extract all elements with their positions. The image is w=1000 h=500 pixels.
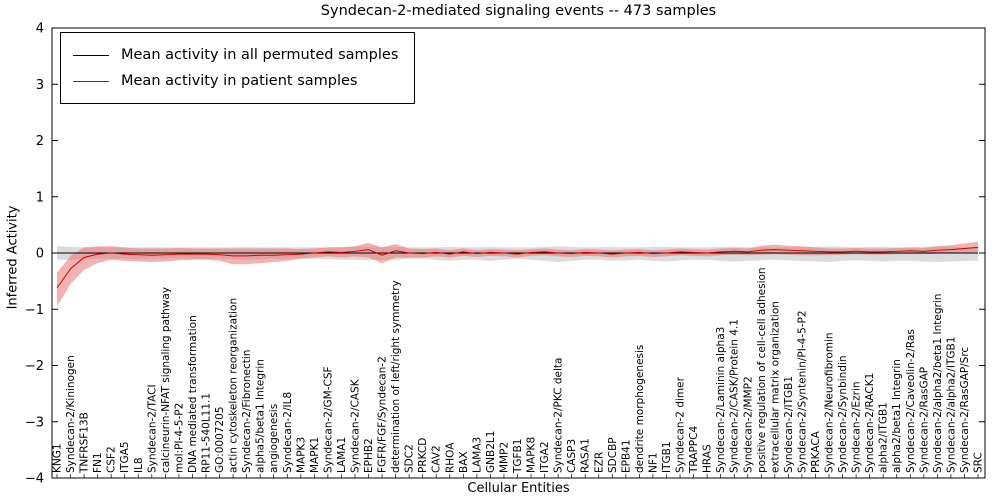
x-tick-label: FN1 <box>92 452 104 473</box>
x-tick-label: GNB2L1 <box>485 431 497 473</box>
x-tick-label: LAMA3 <box>471 437 483 473</box>
x-tick-label: ITGB1 <box>661 441 673 473</box>
legend-entry-patient: Mean activity in patient samples <box>73 68 398 94</box>
x-tick-label: SRC <box>973 452 985 473</box>
permuted-line-swatch <box>73 54 109 56</box>
x-tick-label: HRAS <box>702 444 714 473</box>
x-tick-label: MMP2 <box>498 442 510 473</box>
x-tick-label: alpha2/ITGB1 <box>878 402 890 473</box>
x-tick-label: alpha2/beta1 Integrin <box>891 359 903 473</box>
x-tick-label: Syndecan-2/RasGAP <box>918 367 930 473</box>
x-tick-label: FGFR/FGF/Syndecan-2 <box>377 356 389 473</box>
x-axis-label: Cellular Entities <box>467 481 570 496</box>
y-tick-label: 3 <box>36 78 44 93</box>
legend-entry-permuted: Mean activity in all permuted samples <box>73 42 398 68</box>
x-tick-label: Syndecan-2 dimer <box>675 376 687 473</box>
x-tick-label: EPHB2 <box>363 438 375 473</box>
x-tick-label: Syndecan-2/Neurofibromin <box>824 332 836 473</box>
x-tick-label: TNFRSF13B <box>79 412 91 474</box>
x-tick-label: Syndecan-2/Synbindin <box>837 355 849 473</box>
x-tick-label: EZR <box>593 452 605 473</box>
x-tick-label: TRAPPC4 <box>688 426 700 474</box>
x-tick-label: DNA mediated transformation <box>187 315 199 473</box>
x-tick-label: dendrite morphogenesis <box>634 345 646 473</box>
y-tick-label: 1 <box>36 190 44 205</box>
legend: Mean activity in all permuted samples Me… <box>60 32 416 104</box>
x-tick-label: Syndecan-2/Syntenin/PI-4-5-P2 <box>796 310 808 473</box>
patient-mean-line <box>56 246 979 289</box>
x-tick-label: Syndecan-2/alpha2/ITGB1 <box>945 337 957 473</box>
x-tick-label: MAPK8 <box>526 437 538 473</box>
patient-band <box>57 241 978 307</box>
x-tick-label: TGFB1 <box>512 439 524 474</box>
y-tick-label: −2 <box>25 359 44 374</box>
x-tick-label: MAPK1 <box>309 437 321 473</box>
x-tick-label: Syndecan-2/RACK1 <box>864 373 876 473</box>
y-tick-label: 4 <box>36 22 44 37</box>
x-tick-label: ITGA2 <box>539 441 551 473</box>
chart-title: Syndecan-2-mediated signaling events -- … <box>320 3 717 19</box>
x-tick-label: Syndecan-2/Ezrin <box>851 381 863 473</box>
patient-line-swatch <box>73 80 109 82</box>
x-tick-label: IL8 <box>133 457 145 473</box>
legend-label-permuted: Mean activity in all permuted samples <box>121 47 399 63</box>
x-tick-labels: KNG1 Syndecan-2/Kininogen TNFRSF13B FN1 CSF2… <box>52 267 985 474</box>
mean-lines <box>56 246 979 289</box>
x-tick-label: Syndecan-2/Laminin alpha3 <box>715 327 727 473</box>
x-tick-label: mol:PI-4-5-P2 <box>173 403 185 473</box>
x-tick-label: alpha5/beta1 Integrin <box>255 359 267 473</box>
x-tick-label: KNG1 <box>52 443 64 473</box>
x-tick-label: SDCBP <box>607 437 619 473</box>
x-tick-label: positive regulation of cell-cell adhesio… <box>756 267 768 473</box>
x-tick-label: RHOA <box>444 442 456 473</box>
y-axis-label: Inferred Activity <box>5 205 21 310</box>
x-axis-ticks <box>56 474 979 478</box>
x-tick-label: Syndecan-2/MMP2 <box>742 376 754 473</box>
y-tick-label: 0 <box>36 247 44 262</box>
x-tick-label: calcineurin-NFAT signaling pathway <box>160 287 172 473</box>
x-tick-label: Syndecan-2/Fibronectin <box>241 350 253 473</box>
x-tick-label: SDC2 <box>404 444 416 473</box>
x-tick-label: Syndecan-2/GM-CSF <box>322 366 334 473</box>
x-tick-label: BAX <box>458 451 470 473</box>
y-tick-label: −1 <box>25 303 44 318</box>
x-tick-label: RP11-540L11.1 <box>200 393 212 473</box>
x-tick-label: MAPK3 <box>295 437 307 473</box>
x-tick-label: Syndecan-2/Kininogen <box>65 355 77 473</box>
x-tick-label: extracellular matrix organization <box>769 301 781 473</box>
x-tick-label: determination of left/right symmetry <box>390 280 402 473</box>
x-tick-label: actin cytoskeleton reorganization <box>228 298 240 473</box>
x-tick-label: Syndecan-2/ITGB1 <box>783 376 795 473</box>
x-tick-label: RASA1 <box>580 438 592 473</box>
x-tick-label: LAMA1 <box>336 437 348 473</box>
x-tick-label: Syndecan-2/TACI <box>146 384 158 473</box>
y-tick-label: −4 <box>25 472 44 487</box>
y-tick-label: −3 <box>25 415 44 430</box>
x-tick-label: CASP3 <box>566 439 578 473</box>
x-tick-label: EPB41 <box>620 439 632 473</box>
x-tick-label: ITGA5 <box>119 441 131 473</box>
x-tick-label: Syndecan-2/IL8 <box>282 392 294 473</box>
x-tick-label: angiogenesis <box>268 404 280 473</box>
x-tick-label: Syndecan-2/alpha2/beta1 Integrin <box>932 294 944 473</box>
y-tick-label: 2 <box>36 134 44 149</box>
x-tick-label: Syndecan-2/RasGAP/Src <box>959 347 971 473</box>
x-tick-label: CAV2 <box>431 445 443 473</box>
x-tick-label: Syndecan-2/PKC delta <box>553 358 565 473</box>
x-tick-label: PRKCD <box>417 438 429 473</box>
x-tick-label: Syndecan-2/Caveolin-2/Ras <box>905 329 917 473</box>
x-tick-label: NF1 <box>647 452 659 473</box>
legend-label-patient: Mean activity in patient samples <box>121 73 358 89</box>
x-tick-label: Syndecan-2/CASK/Protein 4.1 <box>729 319 741 473</box>
x-tick-label: CSF2 <box>106 446 118 473</box>
x-tick-label: GO:0007205 <box>214 406 226 473</box>
y-axis-ticks: 4 3 2 1 0 −1 −2 −3 −4 <box>25 22 985 487</box>
x-tick-label: PRKACA <box>810 430 822 473</box>
x-tick-label: Syndecan-2/CASK <box>349 378 361 473</box>
